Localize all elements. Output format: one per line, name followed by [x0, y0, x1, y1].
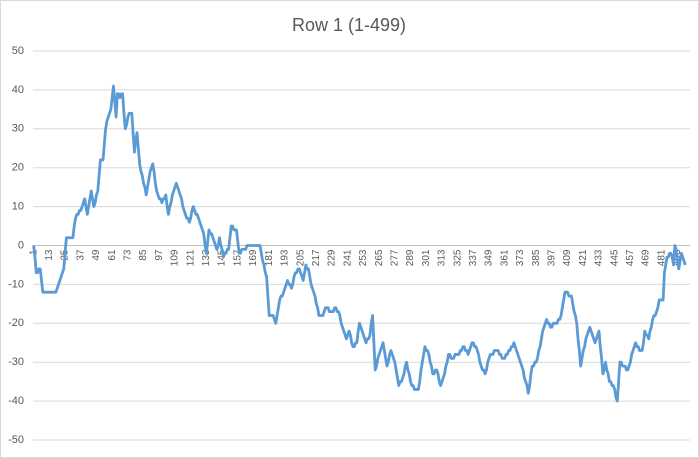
x-tick-label: 313 — [437, 249, 448, 266]
y-tick-label: 20 — [12, 162, 24, 174]
x-tick-label: 61 — [107, 249, 118, 261]
x-tick-label: 385 — [531, 249, 542, 266]
x-tick-label: 121 — [185, 249, 196, 266]
x-tick-label: 277 — [389, 249, 400, 266]
y-tick-label: 30 — [12, 123, 24, 135]
x-tick-label: 409 — [562, 249, 573, 266]
y-tick-label: -30 — [8, 356, 24, 368]
x-tick-label: 181 — [264, 249, 275, 266]
chart-title: Row 1 (1-499) — [292, 15, 406, 35]
x-tick-label: 85 — [138, 249, 149, 261]
data-line — [32, 84, 687, 403]
y-tick-label: -50 — [8, 434, 24, 446]
y-tick-label: 40 — [12, 84, 24, 96]
y-tick-label: -10 — [8, 278, 24, 290]
x-tick-label: 253 — [358, 249, 369, 266]
y-tick-label: 50 — [12, 45, 24, 57]
x-tick-label: 73 — [123, 249, 134, 261]
x-tick-label: 469 — [641, 249, 652, 266]
x-tick-label: 241 — [342, 249, 353, 266]
x-tick-label: 481 — [656, 249, 667, 266]
x-tick-label: 13 — [44, 249, 55, 261]
x-tick-label: 157 — [232, 249, 243, 266]
x-tick-label: 373 — [515, 249, 526, 266]
x-tick-label: 205 — [295, 249, 306, 266]
x-tick-label: 325 — [452, 249, 463, 266]
x-tick-label: 97 — [154, 249, 165, 261]
y-tick-label: -20 — [8, 317, 24, 329]
y-tick-label: -40 — [8, 395, 24, 407]
x-tick-label: 169 — [248, 249, 259, 266]
x-tick-label: 289 — [405, 249, 416, 266]
x-tick-label: 457 — [625, 249, 636, 266]
y-tick-label: 0 — [18, 239, 24, 251]
x-tick-label: 217 — [311, 249, 322, 266]
x-tick-label: 301 — [421, 249, 432, 266]
x-tick-label: 37 — [75, 249, 86, 261]
x-tick-label: 49 — [91, 249, 102, 261]
x-tick-label: 349 — [484, 249, 495, 266]
x-tick-label: 445 — [609, 249, 620, 266]
x-tick-label: 133 — [201, 249, 212, 266]
x-tick-label: 421 — [578, 249, 589, 266]
x-tick-label: 337 — [468, 249, 479, 266]
x-tick-label: 361 — [499, 249, 510, 266]
x-tick-label: 265 — [374, 249, 385, 266]
x-tick-label: 397 — [547, 249, 558, 266]
x-tick-label: 109 — [170, 249, 181, 266]
x-tick-label: 229 — [327, 249, 338, 266]
y-tick-label: 10 — [12, 201, 24, 213]
x-tick-label: 433 — [594, 249, 605, 266]
x-tick-label: 193 — [280, 249, 291, 266]
